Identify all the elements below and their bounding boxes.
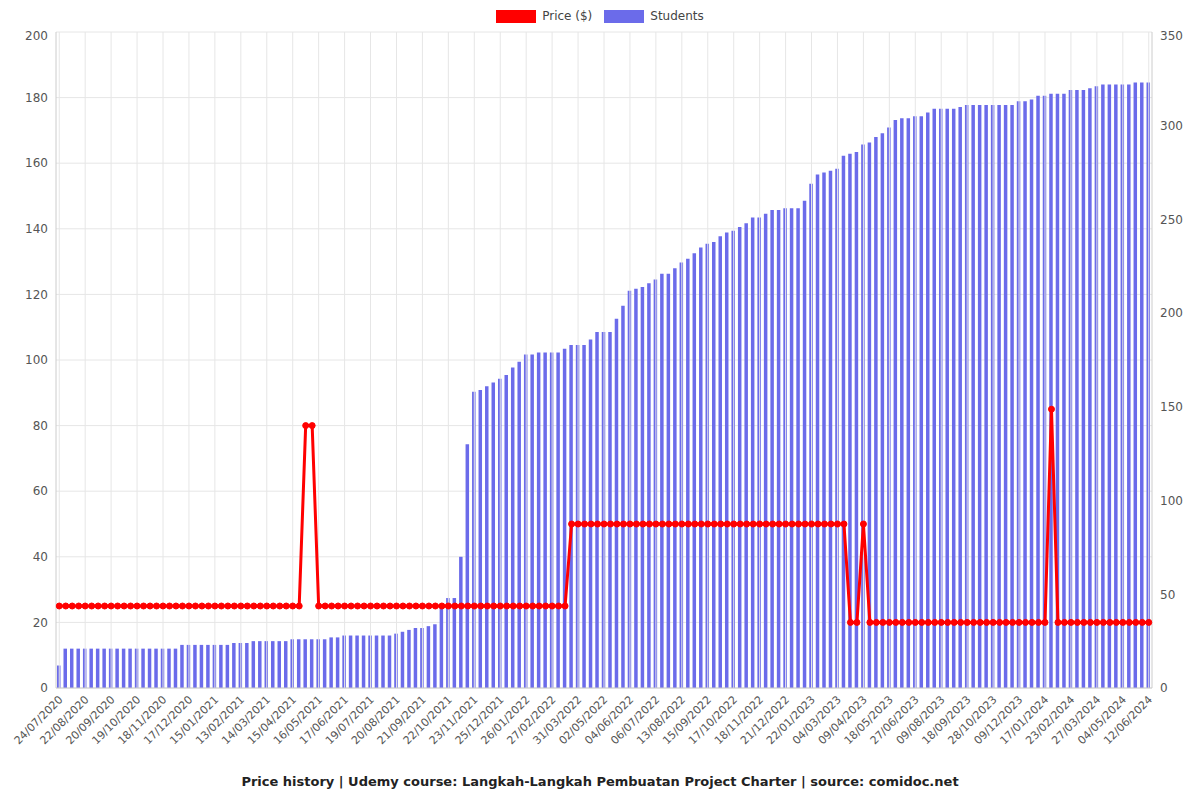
svg-text:17/10/2022: 17/10/2022 xyxy=(686,693,741,748)
svg-text:09/04/2023: 09/04/2023 xyxy=(815,693,870,748)
svg-text:60: 60 xyxy=(33,484,48,498)
svg-text:12/06/2024: 12/06/2024 xyxy=(1101,693,1155,747)
svg-text:180: 180 xyxy=(25,91,48,105)
svg-text:120: 120 xyxy=(25,288,48,302)
svg-text:350: 350 xyxy=(1160,29,1183,43)
svg-text:23/02/2024: 23/02/2024 xyxy=(1023,693,1078,748)
svg-text:14/03/2021: 14/03/2021 xyxy=(219,693,274,748)
svg-text:28/10/2023: 28/10/2023 xyxy=(945,693,1000,748)
svg-text:04/05/2024: 04/05/2024 xyxy=(1075,693,1130,748)
svg-text:20/08/2021: 20/08/2021 xyxy=(348,693,403,748)
svg-text:21/09/2021: 21/09/2021 xyxy=(374,693,429,748)
html-text:Students: Students xyxy=(650,9,704,23)
svg-text:31/03/2022: 31/03/2022 xyxy=(530,693,585,748)
svg-text:27/03/2024: 27/03/2024 xyxy=(1049,693,1104,748)
svg-text:17/12/2020: 17/12/2020 xyxy=(141,693,196,748)
svg-text:100: 100 xyxy=(25,353,48,367)
svg-text:150: 150 xyxy=(1160,400,1183,414)
svg-text:160: 160 xyxy=(25,156,48,170)
svg-text:02/05/2022: 02/05/2022 xyxy=(556,693,611,748)
svg-text:27/06/2023: 27/06/2023 xyxy=(867,693,922,748)
svg-text:100: 100 xyxy=(1160,494,1183,508)
svg-text:04/03/2023: 04/03/2023 xyxy=(789,693,844,748)
svg-text:17/06/2021: 17/06/2021 xyxy=(296,693,351,748)
svg-text:200: 200 xyxy=(1160,306,1183,320)
svg-text:13/02/2021: 13/02/2021 xyxy=(193,693,248,748)
svg-text:18/11/2020: 18/11/2020 xyxy=(115,693,170,748)
svg-text:15/09/2022: 15/09/2022 xyxy=(660,693,715,748)
svg-text:80: 80 xyxy=(33,419,48,433)
svg-text:26/01/2022: 26/01/2022 xyxy=(478,693,533,748)
svg-text:04/06/2022: 04/06/2022 xyxy=(582,693,637,748)
svg-text:200: 200 xyxy=(25,29,48,43)
svg-text:140: 140 xyxy=(25,222,48,236)
svg-text:20/09/2020: 20/09/2020 xyxy=(63,693,118,748)
svg-text:16/05/2021: 16/05/2021 xyxy=(271,693,325,748)
svg-text:20: 20 xyxy=(33,616,48,630)
svg-text:300: 300 xyxy=(1160,119,1183,133)
svg-text:09/12/2023: 09/12/2023 xyxy=(971,693,1026,748)
svg-text:13/08/2022: 13/08/2022 xyxy=(634,693,689,748)
svg-text:0: 0 xyxy=(1160,681,1168,695)
svg-text:18/11/2022: 18/11/2022 xyxy=(712,693,766,748)
svg-text:21/12/2022: 21/12/2022 xyxy=(737,693,792,748)
svg-text:19/10/2020: 19/10/2020 xyxy=(89,693,144,748)
svg-text:22/08/2020: 22/08/2020 xyxy=(37,693,92,748)
html-text:Price ($): Price ($) xyxy=(542,9,593,23)
svg-text:24/07/2020: 24/07/2020 xyxy=(11,693,66,748)
svg-text:09/08/2023: 09/08/2023 xyxy=(893,693,948,748)
svg-text:17/01/2024: 17/01/2024 xyxy=(997,693,1052,748)
html-text:Price history | Udemy course:: Price history | Udemy course: Langkah-La… xyxy=(241,774,959,789)
svg-text:250: 250 xyxy=(1160,213,1183,227)
svg-text:25/12/2021: 25/12/2021 xyxy=(452,693,507,748)
svg-text:0: 0 xyxy=(40,681,48,695)
svg-text:22/10/2021: 22/10/2021 xyxy=(400,693,455,748)
svg-text:22/01/2023: 22/01/2023 xyxy=(763,693,818,748)
svg-text:06/07/2022: 06/07/2022 xyxy=(608,693,663,748)
svg-text:18/05/2023: 18/05/2023 xyxy=(841,693,896,748)
svg-text:15/04/2021: 15/04/2021 xyxy=(245,693,300,748)
svg-text:40: 40 xyxy=(33,550,48,564)
svg-text:27/02/2022: 27/02/2022 xyxy=(504,693,559,748)
svg-text:50: 50 xyxy=(1160,588,1175,602)
svg-text:19/07/2021: 19/07/2021 xyxy=(322,693,377,748)
svg-text:23/11/2021: 23/11/2021 xyxy=(426,693,481,748)
svg-text:15/01/2021: 15/01/2021 xyxy=(167,693,222,748)
svg-text:18/09/2023: 18/09/2023 xyxy=(919,693,974,748)
